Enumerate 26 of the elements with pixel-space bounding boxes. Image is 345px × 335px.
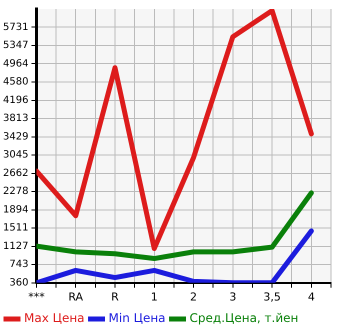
y-tick-label: 5731 [2, 22, 28, 33]
y-tick-label: 743 [9, 259, 28, 270]
x-tick-label: 2 [190, 290, 198, 304]
y-tick-label: 4580 [2, 76, 28, 88]
x-tick-label: 1 [150, 290, 158, 304]
y-tick-label: 3045 [2, 150, 28, 161]
x-tick-label: 3,5 [263, 290, 281, 304]
y-tick-label: 3813 [2, 113, 28, 124]
y-tick-label: 1511 [2, 222, 28, 234]
x-tick-label: 3 [229, 290, 236, 304]
legend-label: Max Цена [24, 311, 85, 326]
y-tick-label: 2662 [2, 168, 28, 179]
y-tick-label: 4196 [2, 94, 28, 106]
y-tick-label: 1894 [2, 204, 28, 216]
x-tick-label: 4 [308, 290, 315, 304]
legend-label: Сред.Цена, т.йен [190, 311, 298, 326]
y-tick-label: 1127 [2, 240, 28, 252]
y-tick-label: 3429 [2, 131, 28, 142]
y-tick-label: 2278 [2, 186, 28, 198]
y-tick-label: 5347 [2, 40, 28, 52]
y-tick-label: 4964 [2, 58, 28, 70]
x-tick-label: R [111, 290, 120, 304]
y-tick-label: 360 [9, 277, 28, 288]
legend-label: Min Цена [108, 311, 166, 326]
x-tick-label: RA [68, 290, 84, 304]
x-tick-label: *** [28, 290, 46, 304]
